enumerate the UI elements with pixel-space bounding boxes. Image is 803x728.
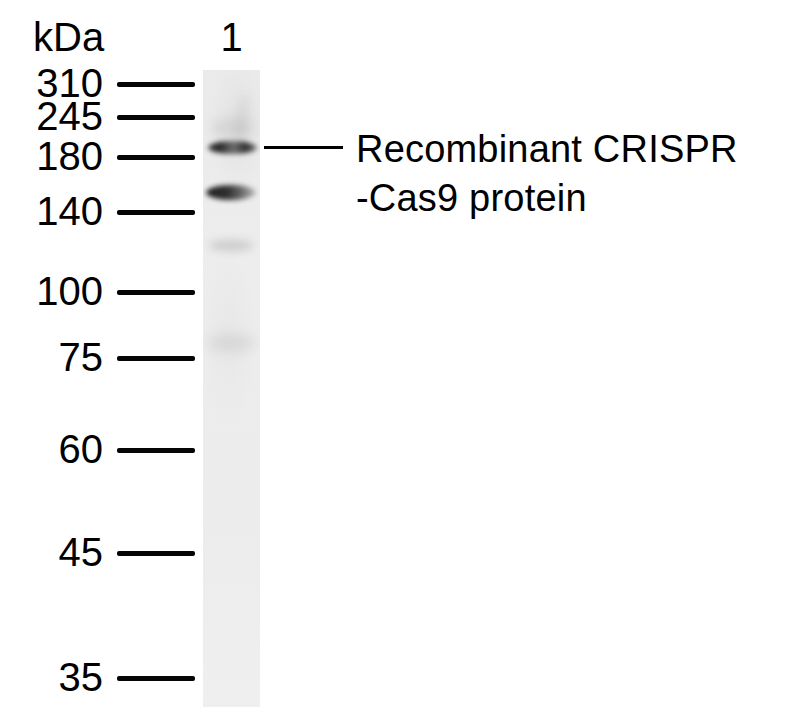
marker-tick-line	[117, 155, 195, 160]
annotation-text: Recombinant CRISPR -Cas9 protein	[356, 125, 738, 223]
protein-band-strong-lower	[206, 185, 256, 200]
lane-number-label: 1	[203, 13, 260, 61]
annotation-line1: Recombinant CRISPR	[356, 125, 738, 174]
protein-band-strong-upper	[208, 141, 257, 154]
marker-weight-label: 45	[59, 532, 104, 572]
marker-tick-line	[117, 115, 195, 120]
western-blot-figure: kDa 1 310 245 180 140 100 75 60 45 35	[0, 0, 803, 728]
unit-label: kDa	[33, 13, 104, 61]
annotation-leader-line	[264, 146, 343, 149]
marker-tick-line	[117, 210, 195, 215]
marker-tick-line	[117, 290, 195, 295]
protein-band-very-faint	[207, 334, 255, 352]
marker-tick-line	[117, 551, 195, 556]
marker-weight-label: 100	[36, 271, 103, 311]
marker-tick-line	[117, 356, 195, 361]
band-halo	[211, 118, 253, 138]
marker-weight-label: 35	[59, 657, 104, 697]
marker-tick-line	[117, 676, 195, 681]
annotation-line2: -Cas9 protein	[356, 174, 738, 223]
marker-weight-label: 75	[59, 337, 104, 377]
marker-weight-label: 245	[36, 96, 103, 136]
marker-weight-label: 180	[36, 136, 103, 176]
marker-tick-line	[117, 82, 195, 87]
marker-tick-line	[117, 448, 195, 453]
marker-weight-label: 60	[59, 429, 104, 469]
protein-band-faint	[209, 240, 253, 251]
blot-lane	[203, 70, 260, 707]
marker-weight-label: 140	[36, 191, 103, 231]
